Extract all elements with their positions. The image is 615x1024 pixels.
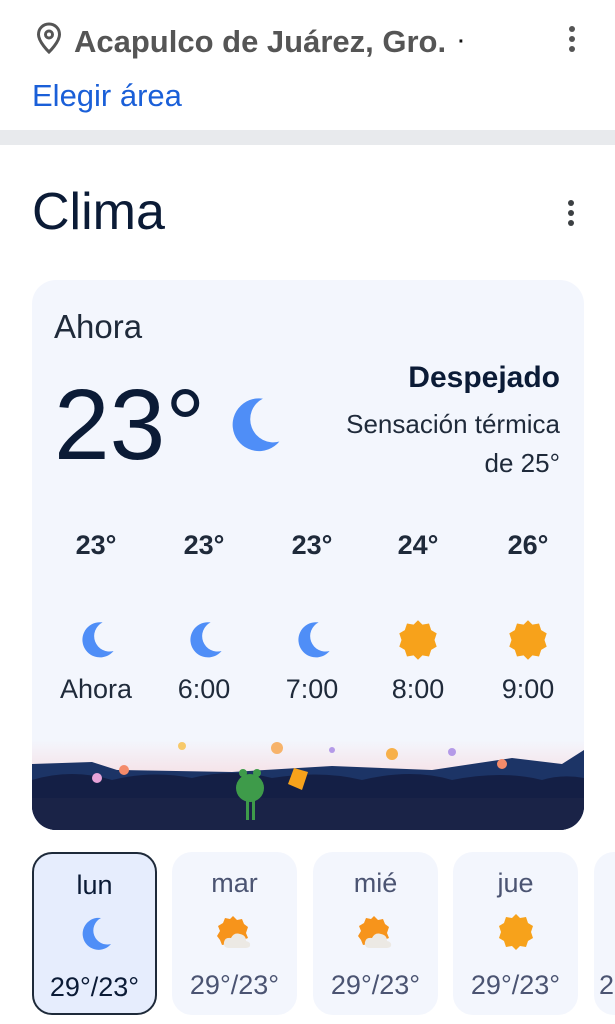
hourly-temp: 24°: [397, 530, 439, 560]
hourly-time: Ahora: [59, 674, 133, 704]
moon-icon: [154, 612, 254, 668]
temp-range: 29°/23°: [330, 970, 421, 1000]
day-label: mar: [211, 868, 258, 898]
hourly-forecast-item: 23° Ahora: [46, 530, 146, 705]
separator: ·: [458, 30, 465, 53]
hourly-forecast-item: 23° 7:00: [262, 530, 362, 705]
sun-icon: [453, 906, 578, 958]
day-label: [599, 868, 615, 902]
moon-icon: [262, 612, 362, 668]
hourly-time: 8:00: [391, 674, 445, 704]
day-label: mié: [353, 868, 398, 898]
night-lanterns-illustration: [32, 740, 584, 830]
daily-forecast-lun[interactable]: lun 29°/23°: [32, 852, 157, 1015]
location-name: Acapulco de Juárez, Gro.: [74, 24, 447, 59]
daily-forecast-mar[interactable]: mar 29°/23°: [172, 852, 297, 1015]
temp-range: 29°/23°: [49, 972, 140, 1002]
condition: Despejado: [408, 361, 560, 394]
hourly-forecast-item: 26° 9:00: [478, 530, 578, 705]
sun-cloud-icon: [313, 906, 438, 958]
sun-icon: [478, 612, 578, 668]
hourly-time: 7:00: [285, 674, 339, 704]
location-header[interactable]: Acapulco de Juárez, Gro. ·: [36, 22, 465, 62]
moon-icon: [220, 392, 286, 463]
weather-card[interactable]: Ahora 23° Despejado Sensación térmica de…: [32, 280, 584, 830]
weather-title: Clima: [32, 183, 165, 241]
hourly-temp: 23°: [75, 530, 117, 560]
feels-like: Sensación térmica: [346, 409, 560, 439]
current-temperature: 23°: [54, 369, 206, 481]
daily-forecast-mié[interactable]: mié 29°/23°: [313, 852, 438, 1015]
moon-icon: [46, 612, 146, 668]
temp-range: 29°/23°: [470, 970, 561, 1000]
hourly-temp: 23°: [291, 530, 333, 560]
moon-icon: [34, 908, 155, 960]
now-label: Ahora: [54, 308, 143, 345]
feels-like-value: de 25°: [484, 448, 560, 478]
hourly-time: 9:00: [501, 674, 555, 704]
more-options-icon[interactable]: [562, 24, 582, 54]
divider: [0, 130, 615, 145]
hourly-time: 6:00: [177, 674, 231, 704]
sun-icon: [368, 612, 468, 668]
choose-area-link[interactable]: Elegir área: [32, 78, 182, 113]
daily-forecast-jue[interactable]: jue 29°/23°: [453, 852, 578, 1015]
sun-cloud-icon: [172, 906, 297, 958]
temp-range: 29°/23°: [189, 970, 280, 1000]
frog-character: [236, 769, 264, 820]
hourly-forecast-item: 24° 8:00: [368, 530, 468, 705]
hourly-temp: 26°: [507, 530, 549, 560]
hourly-temp: 23°: [183, 530, 225, 560]
location-pin-icon: [36, 22, 62, 62]
weather-more-options-icon[interactable]: [561, 198, 581, 228]
weather-icon: [599, 906, 615, 958]
day-label: lun: [76, 870, 113, 900]
temp-range: 2: [599, 970, 615, 1000]
hourly-forecast-item: 23° 6:00: [154, 530, 254, 705]
lanterns: [92, 742, 507, 790]
daily-forecast-next[interactable]: 2: [594, 852, 615, 1015]
day-label: jue: [497, 868, 534, 898]
